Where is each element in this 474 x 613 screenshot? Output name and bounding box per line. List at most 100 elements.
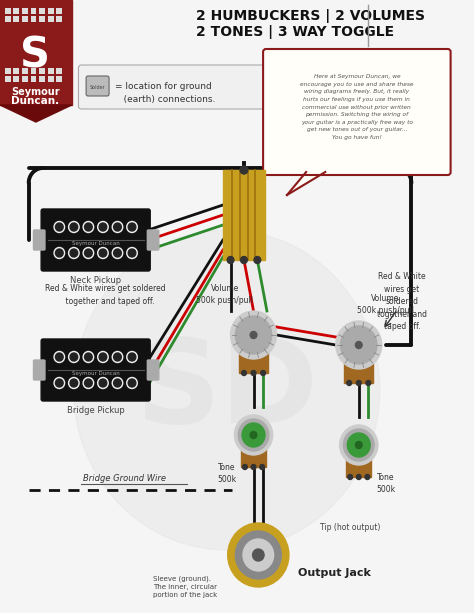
Circle shape — [99, 223, 107, 231]
Bar — [346, 457, 371, 477]
Circle shape — [260, 465, 264, 470]
Bar — [13, 16, 19, 22]
Circle shape — [127, 351, 137, 362]
Circle shape — [128, 223, 136, 231]
Circle shape — [55, 249, 63, 257]
Bar — [22, 76, 28, 82]
Circle shape — [73, 230, 380, 550]
FancyBboxPatch shape — [86, 76, 109, 96]
Circle shape — [55, 353, 63, 361]
Text: Seymour: Seymour — [11, 87, 60, 97]
Circle shape — [236, 531, 281, 579]
Bar — [31, 16, 36, 22]
Bar — [22, 16, 28, 22]
Bar — [56, 16, 62, 22]
Bar — [48, 8, 54, 14]
Circle shape — [69, 221, 79, 232]
Circle shape — [54, 248, 64, 259]
Circle shape — [112, 351, 123, 362]
Circle shape — [54, 351, 64, 362]
Circle shape — [128, 353, 136, 361]
Circle shape — [69, 248, 79, 259]
Circle shape — [356, 341, 362, 349]
Circle shape — [242, 370, 246, 376]
FancyBboxPatch shape — [263, 49, 451, 175]
Circle shape — [83, 248, 94, 259]
Circle shape — [84, 249, 92, 257]
Circle shape — [241, 256, 247, 264]
FancyBboxPatch shape — [34, 360, 45, 380]
Bar — [345, 361, 373, 383]
Text: Tone
500k: Tone 500k — [217, 463, 237, 484]
Circle shape — [70, 249, 78, 257]
Circle shape — [98, 221, 108, 232]
Bar — [31, 76, 36, 82]
Circle shape — [69, 351, 79, 362]
Text: SD: SD — [135, 332, 318, 447]
Text: Volume
500k push/pull: Volume 500k push/pull — [196, 284, 253, 305]
Circle shape — [356, 441, 362, 449]
Circle shape — [356, 474, 361, 479]
Circle shape — [234, 415, 273, 455]
Circle shape — [366, 381, 371, 386]
Circle shape — [114, 223, 121, 231]
Circle shape — [83, 378, 94, 389]
Circle shape — [127, 221, 137, 232]
Circle shape — [251, 370, 256, 376]
Bar — [5, 16, 10, 22]
Circle shape — [55, 379, 63, 387]
FancyBboxPatch shape — [41, 209, 150, 271]
Circle shape — [70, 379, 78, 387]
Circle shape — [84, 223, 92, 231]
Circle shape — [99, 379, 107, 387]
Text: S: S — [20, 34, 50, 76]
Circle shape — [84, 379, 92, 387]
Bar — [56, 76, 62, 82]
Text: Sleeve (ground).
The inner, circular
portion of the jack: Sleeve (ground). The inner, circular por… — [153, 575, 217, 598]
Text: Tone
500k: Tone 500k — [376, 473, 395, 494]
Polygon shape — [0, 105, 72, 122]
Circle shape — [84, 353, 92, 361]
Circle shape — [128, 379, 136, 387]
FancyBboxPatch shape — [147, 360, 159, 380]
Circle shape — [99, 353, 107, 361]
Circle shape — [341, 326, 377, 364]
Circle shape — [243, 539, 273, 571]
Text: = location for ground
   (earth) connections.: = location for ground (earth) connection… — [115, 82, 215, 104]
Bar — [5, 8, 10, 14]
Circle shape — [54, 378, 64, 389]
Text: 2 HUMBUCKERS | 2 VOLUMES: 2 HUMBUCKERS | 2 VOLUMES — [196, 9, 425, 23]
Circle shape — [242, 423, 265, 447]
Circle shape — [127, 378, 137, 389]
Circle shape — [54, 221, 64, 232]
Circle shape — [55, 223, 63, 231]
Circle shape — [114, 353, 121, 361]
Bar — [31, 8, 36, 14]
Circle shape — [228, 523, 289, 587]
Circle shape — [365, 474, 370, 479]
Text: Neck Pickup: Neck Pickup — [70, 276, 121, 285]
Circle shape — [243, 465, 247, 470]
Bar — [39, 8, 45, 14]
FancyBboxPatch shape — [147, 230, 159, 250]
Circle shape — [127, 248, 137, 259]
Circle shape — [112, 248, 123, 259]
Circle shape — [336, 321, 382, 369]
Bar — [39, 76, 45, 82]
Text: Solder: Solder — [90, 85, 105, 89]
Bar — [5, 76, 10, 82]
Circle shape — [347, 433, 370, 457]
Text: Seymour Duncan: Seymour Duncan — [72, 370, 119, 376]
Text: Red & White wires get soldered
    together and taped off.: Red & White wires get soldered together … — [45, 284, 165, 306]
FancyBboxPatch shape — [79, 65, 271, 109]
Bar — [22, 68, 28, 74]
Circle shape — [230, 311, 276, 359]
FancyBboxPatch shape — [34, 230, 45, 250]
Text: Here at Seymour Duncan, we
encourage you to use and share these
wiring diagrams : Here at Seymour Duncan, we encourage you… — [300, 74, 414, 140]
Text: Volume
500k push/pull: Volume 500k push/pull — [357, 294, 414, 315]
Bar — [48, 76, 54, 82]
Bar — [39, 68, 45, 74]
Circle shape — [83, 221, 94, 232]
Circle shape — [114, 379, 121, 387]
Circle shape — [250, 432, 257, 438]
